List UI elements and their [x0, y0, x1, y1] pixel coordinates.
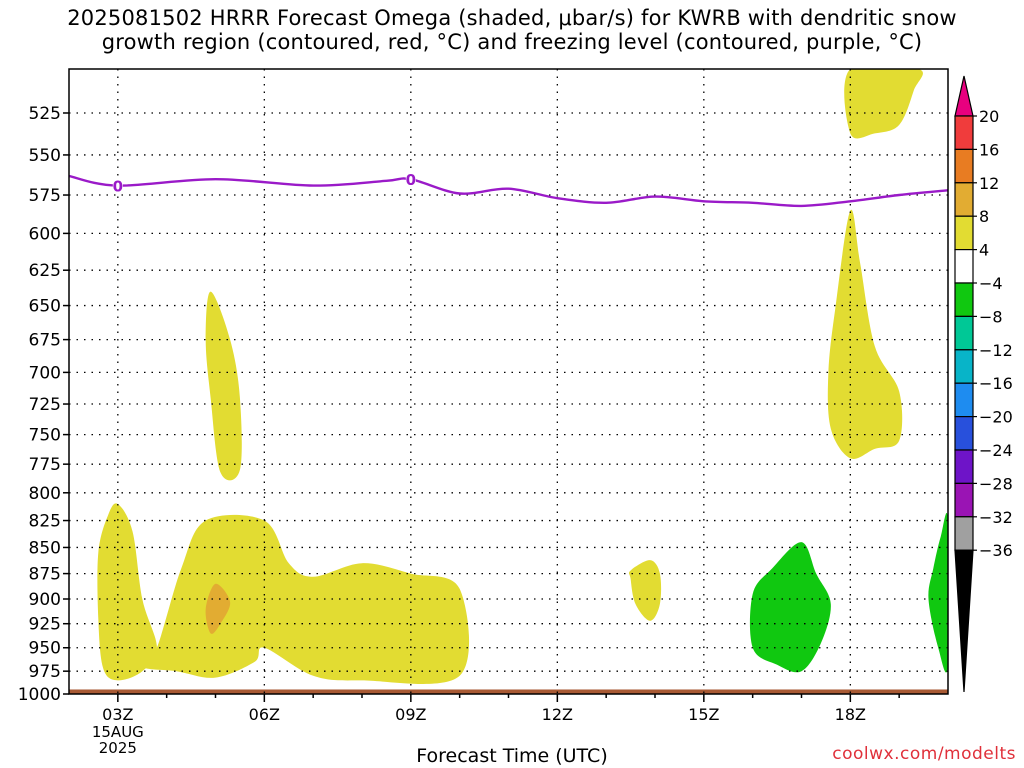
chart-title: 2025081502 HRRR Forecast Omega (shaded, … [0, 6, 1024, 54]
y-tick-label-875: 875 [29, 565, 61, 585]
y-tick-label-700: 700 [29, 363, 61, 383]
colorbar-band-3 [954, 182, 974, 217]
omega-region-0 [97, 503, 157, 681]
colorbar-label-1: 16 [979, 140, 999, 159]
colorbar-label-13: −36 [979, 541, 1013, 560]
y-tick-label-900: 900 [29, 590, 61, 610]
y-tick-label-825: 825 [29, 512, 61, 532]
omega-region-2 [205, 291, 242, 481]
colorbar-label-11: −28 [979, 474, 1013, 493]
colorbar-label-12: −32 [979, 508, 1013, 527]
omega-region-3 [628, 560, 662, 621]
colorbar-band-5 [954, 249, 974, 284]
freezing-level-label-0: 0 [113, 178, 123, 196]
colorbar-label-6: −8 [979, 307, 1003, 326]
x-tick-label-03Z: 03Z [102, 705, 133, 724]
y-tick-label-800: 800 [29, 484, 61, 504]
x-date-label-1: 2025 [99, 739, 137, 757]
colorbar-band-12 [954, 482, 974, 518]
freezing-level-line [69, 174, 948, 208]
ground-layer [69, 689, 948, 694]
colorbar-band-8 [954, 349, 974, 384]
y-tick-label-675: 675 [29, 331, 61, 351]
colorbar-label-2: 12 [979, 174, 999, 193]
y-axis: 525 550 575 600 625 650 675 700 725 750 775 800 825 8… [18, 104, 69, 705]
colorbar-band-9 [954, 382, 974, 418]
y-tick-label-750: 750 [29, 426, 61, 446]
y-tick-label-950: 950 [29, 639, 61, 659]
omega-region-4 [827, 209, 903, 460]
y-tick-label-775: 775 [29, 455, 61, 475]
y-tick-label-975: 975 [29, 662, 61, 682]
colorbar-bottom-arrow [954, 549, 974, 693]
omega-shading-layer [97, 69, 948, 684]
colorbar-band-11 [954, 449, 974, 485]
x-axis-title: Forecast Time (UTC) [416, 745, 608, 767]
x-tick-label-12Z: 12Z [542, 705, 573, 724]
colorbar-top-arrow [954, 75, 974, 117]
chart-title-line-1: 2025081502 HRRR Forecast Omega (shaded, … [67, 6, 957, 30]
colorbar-band-7 [954, 315, 974, 351]
x-tick-label-15Z: 15Z [688, 705, 719, 724]
y-tick-label-725: 725 [29, 395, 61, 415]
x-tick-label-09Z: 09Z [395, 705, 426, 724]
colorbar-label-4: 4 [979, 241, 989, 260]
colorbar-label-3: 8 [979, 207, 989, 226]
x-date-label-0: 15AUG [92, 723, 144, 741]
credit-link[interactable]: coolwx.com/modelts [832, 744, 1016, 764]
colorbar-label-7: −12 [979, 341, 1013, 360]
colorbar-band-10 [954, 416, 974, 451]
y-tick-label-850: 850 [29, 538, 61, 558]
y-tick-label-575: 575 [29, 186, 61, 206]
colorbar-band-4 [954, 215, 974, 251]
colorbar: 20 16 12 8 4 −4 −8 −12 −16 −20 −24 −28 −32 −36 [954, 75, 1013, 693]
ground-surface [69, 689, 948, 694]
colorbar-band-2 [954, 148, 974, 184]
y-tick-label-550: 550 [29, 146, 61, 166]
chart-title-line-2: growth region (contoured, red, °C) and f… [101, 30, 923, 54]
y-tick-label-600: 600 [29, 224, 61, 244]
omega-region-1 [141, 514, 470, 684]
y-tick-label-650: 650 [29, 297, 61, 317]
colorbar-label-0: 20 [979, 107, 999, 126]
freezing-level-label-1: 0 [406, 171, 416, 189]
colorbar-band-6 [954, 282, 974, 318]
colorbar-band-13 [954, 516, 974, 551]
colorbar-label-5: −4 [979, 274, 1003, 293]
colorbar-label-9: −20 [979, 408, 1013, 427]
y-tick-label-925: 925 [29, 615, 61, 635]
x-tick-label-06Z: 06Z [249, 705, 280, 724]
colorbar-band-1 [954, 115, 974, 151]
y-tick-label-625: 625 [29, 261, 61, 281]
omega-region-5 [844, 69, 923, 139]
omega-region-7 [749, 542, 831, 673]
y-tick-label-525: 525 [29, 104, 61, 124]
omega-region-8 [928, 512, 948, 673]
x-tick-label-18Z: 18Z [835, 705, 866, 724]
colorbar-label-10: −24 [979, 441, 1013, 460]
colorbar-label-8: −16 [979, 374, 1013, 393]
omega-region-6 [205, 583, 231, 634]
y-tick-label-1000: 1000 [18, 685, 61, 705]
